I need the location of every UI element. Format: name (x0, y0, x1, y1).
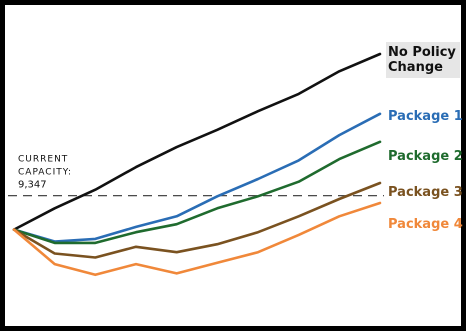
series-line-2 (12, 112, 382, 243)
series-label-4: Package 3 (388, 185, 463, 200)
series-line-3 (12, 140, 382, 245)
series-label-bg-5 (386, 214, 460, 235)
series-label-2: Package 1 (388, 109, 463, 124)
series-line-4 (12, 181, 382, 259)
series-label-bg-1 (386, 42, 460, 78)
series-label-bg-2 (386, 106, 460, 127)
reference-label: CURRENT CAPACITY: 9,347 (18, 155, 72, 191)
series-label-5: Package 4 (388, 217, 463, 232)
series-label-1: No Policy Change (388, 45, 456, 75)
series-line-1 (12, 52, 382, 231)
series-label-bg-4 (386, 182, 460, 203)
series-label-3: Package 2 (388, 149, 463, 164)
series-line-5 (12, 201, 382, 277)
series-label-bg-3 (386, 146, 460, 167)
